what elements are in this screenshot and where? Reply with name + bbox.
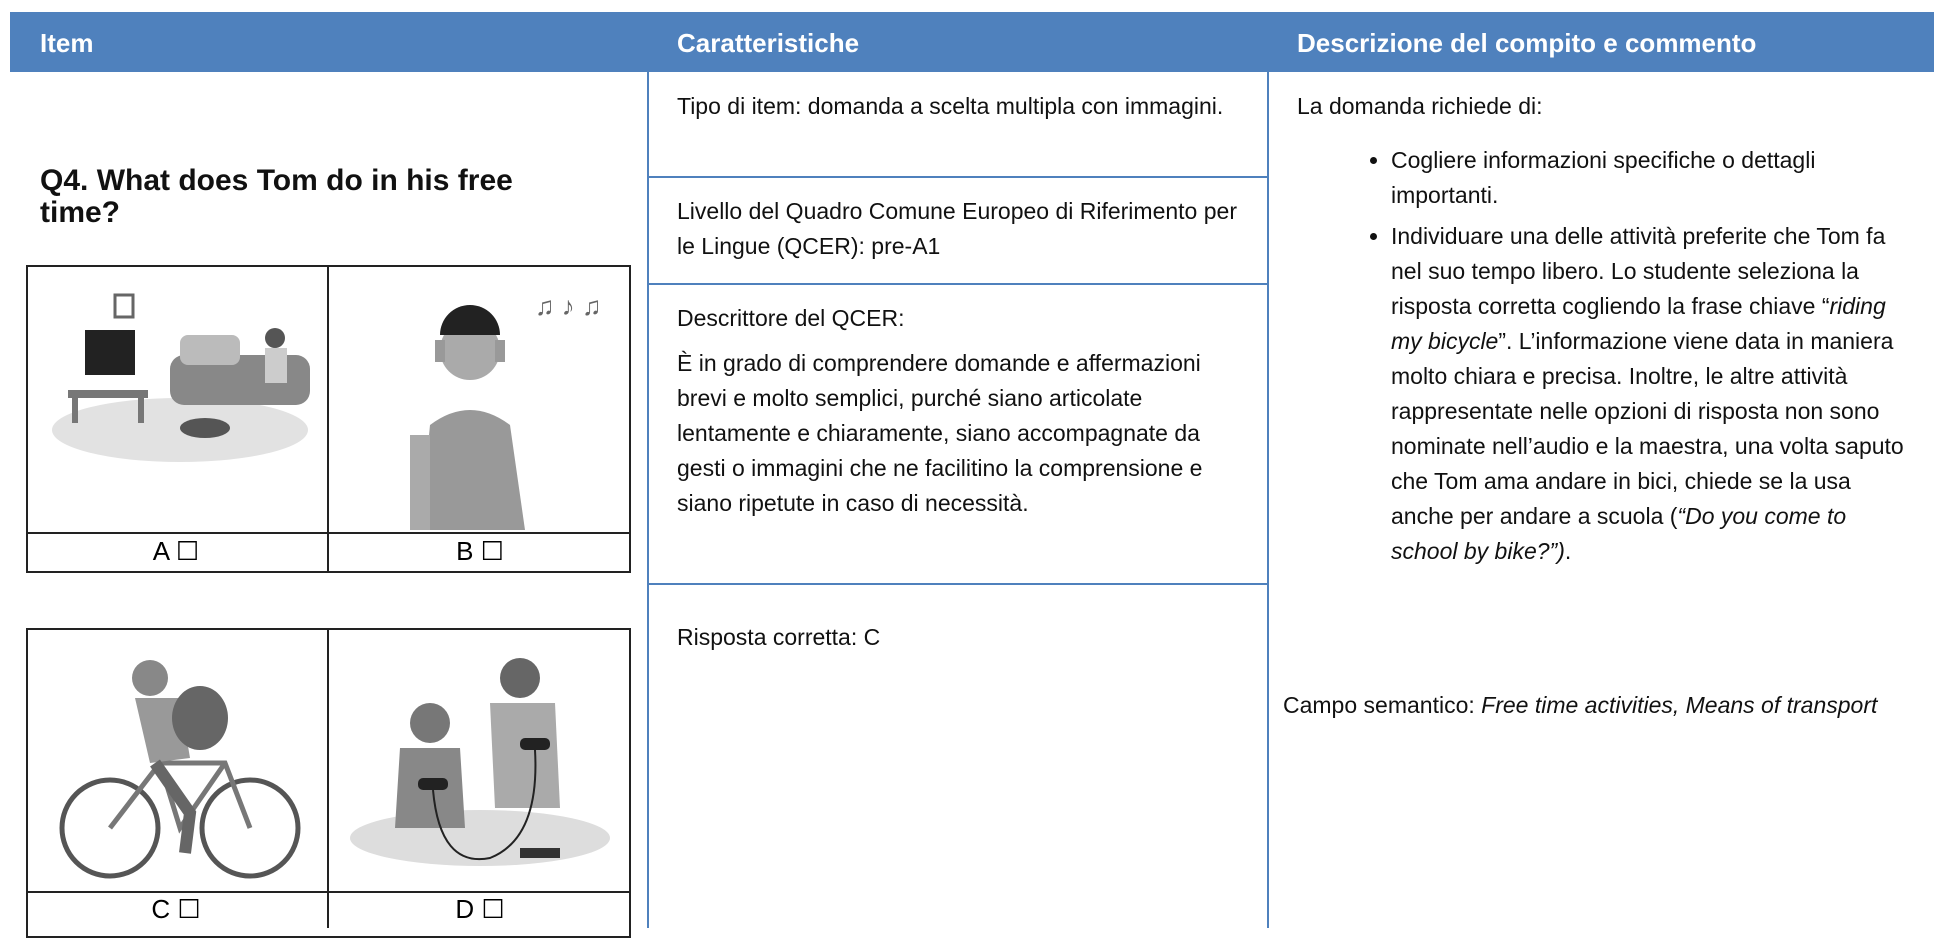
option-label: C ☐	[151, 894, 201, 924]
grid-divider	[26, 532, 631, 534]
svg-text:♫ ♪ ♫: ♫ ♪ ♫	[535, 291, 601, 321]
text-run: Individuare una delle attività preferite…	[1391, 223, 1886, 319]
image-tv	[52, 293, 310, 462]
text-run: Campo semantico:	[1283, 692, 1482, 718]
image-music: ♫ ♪ ♫	[410, 291, 601, 530]
grid-divider	[26, 891, 631, 893]
column-border	[647, 72, 649, 928]
paragraph: Tipo di item: domanda a scelta multipla …	[677, 93, 1224, 119]
row-border	[648, 583, 1268, 585]
description-bullets: Cogliere informazioni specifiche o detta…	[1283, 143, 1919, 575]
text-run: “Do you come to school by bike?”)	[1391, 503, 1847, 564]
option-label: D ☐	[455, 894, 505, 924]
characteristic-cell: Descrittore del QCER: È in grado di compr…	[677, 301, 1237, 531]
text-run: ”. L’informazione viene data in maniera …	[1391, 328, 1904, 529]
text-run: .	[1564, 538, 1572, 564]
image-games	[350, 658, 610, 866]
bullet-list: Cogliere informazioni specifiche o detta…	[1283, 143, 1919, 569]
option-label: B ☐	[456, 536, 504, 566]
semantic-field: Campo semantico: Free time activities, M…	[1283, 688, 1903, 723]
row-border	[648, 283, 1268, 285]
option-label: A ☐	[152, 536, 200, 566]
bullet: Individuare una delle attività preferite…	[1391, 219, 1919, 569]
header-cell: Item	[40, 28, 94, 58]
text-run: Cogliere informazioni specifiche o detta…	[1391, 147, 1816, 208]
paragraph: Livello del Quadro Comune Europeo di Rif…	[677, 198, 1237, 259]
question: Q4. What does Tom do in his free time?	[40, 164, 513, 229]
text-run: Free time activities, Means of transport	[1481, 692, 1878, 718]
header-bar	[10, 12, 1934, 72]
row-border	[648, 176, 1268, 178]
paragraph: Risposta corretta: C	[677, 624, 881, 650]
paragraph: Descrittore del QCER:	[677, 305, 905, 331]
characteristic-cell: Tipo di item: domanda a scelta multipla …	[677, 89, 1237, 134]
bullet: Cogliere informazioni specifiche o detta…	[1391, 143, 1919, 213]
characteristic-cell: Livello del Quadro Comune Europeo di Rif…	[677, 194, 1237, 274]
characteristic-cell: Risposta corretta: C	[677, 620, 1237, 665]
header-cell: Caratteristiche	[677, 28, 860, 58]
image-bike	[59, 660, 301, 879]
paragraph: È in grado di comprendere domande e affe…	[677, 350, 1203, 516]
column-border	[1267, 72, 1269, 928]
grid-divider	[327, 265, 329, 573]
grid-divider	[327, 628, 329, 928]
header-cell: Descrizione del compito e commento	[1297, 28, 1757, 58]
description-intro: La domanda richiede di:	[1297, 93, 1543, 119]
text-run: riding my bicycle	[1391, 293, 1886, 354]
